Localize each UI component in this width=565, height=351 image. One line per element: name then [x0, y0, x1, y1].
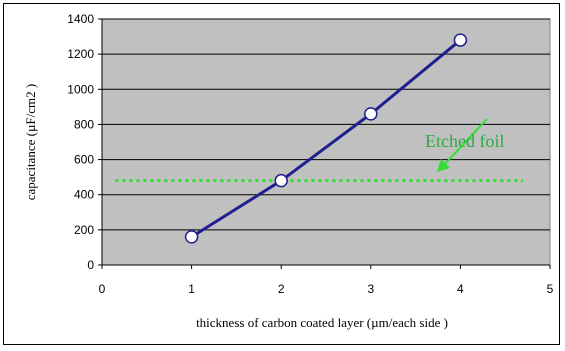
- y-tick-label: 800: [74, 117, 94, 131]
- arrow-head: [437, 159, 450, 172]
- x-axis-tick-labels: 0 1 2 3 4 5: [99, 282, 554, 296]
- x-tick-label: 0: [99, 282, 106, 296]
- data-point: [364, 107, 378, 121]
- plot-area: [101, 18, 551, 266]
- gridlines: [98, 18, 551, 269]
- x-tick-label: 1: [188, 282, 195, 296]
- data-point: [184, 230, 199, 244]
- etched-foil-arrow: [442, 118, 488, 167]
- series-line: [190, 38, 462, 239]
- x-tick-label: 4: [457, 282, 464, 296]
- y-axis-tick-labels: 0 200 400 600 800 1000 1200 1400: [67, 12, 94, 272]
- etched-foil-label: Etched foil: [425, 131, 504, 151]
- y-tick-label: 0: [87, 258, 94, 272]
- y-tick-label: 1000: [67, 82, 94, 96]
- x-tick-label: 5: [547, 282, 554, 296]
- y-tick-label: 1400: [67, 12, 94, 26]
- y-tick-label: 200: [74, 223, 94, 237]
- etched-foil-reference: [115, 118, 524, 183]
- y-tick-label: 600: [74, 153, 94, 167]
- x-tick-label: 2: [278, 282, 285, 296]
- y-axis-title: capacitance (µF/cm2 ): [23, 84, 38, 201]
- x-tick-label: 3: [367, 282, 374, 296]
- y-tick-label: 400: [74, 188, 94, 202]
- capacitance-series: [184, 33, 468, 244]
- x-axis-title: thickness of carbon coated layer (µm/eac…: [196, 315, 448, 330]
- data-point: [453, 33, 468, 47]
- y-tick-label: 1200: [67, 47, 94, 61]
- data-point: [274, 173, 288, 188]
